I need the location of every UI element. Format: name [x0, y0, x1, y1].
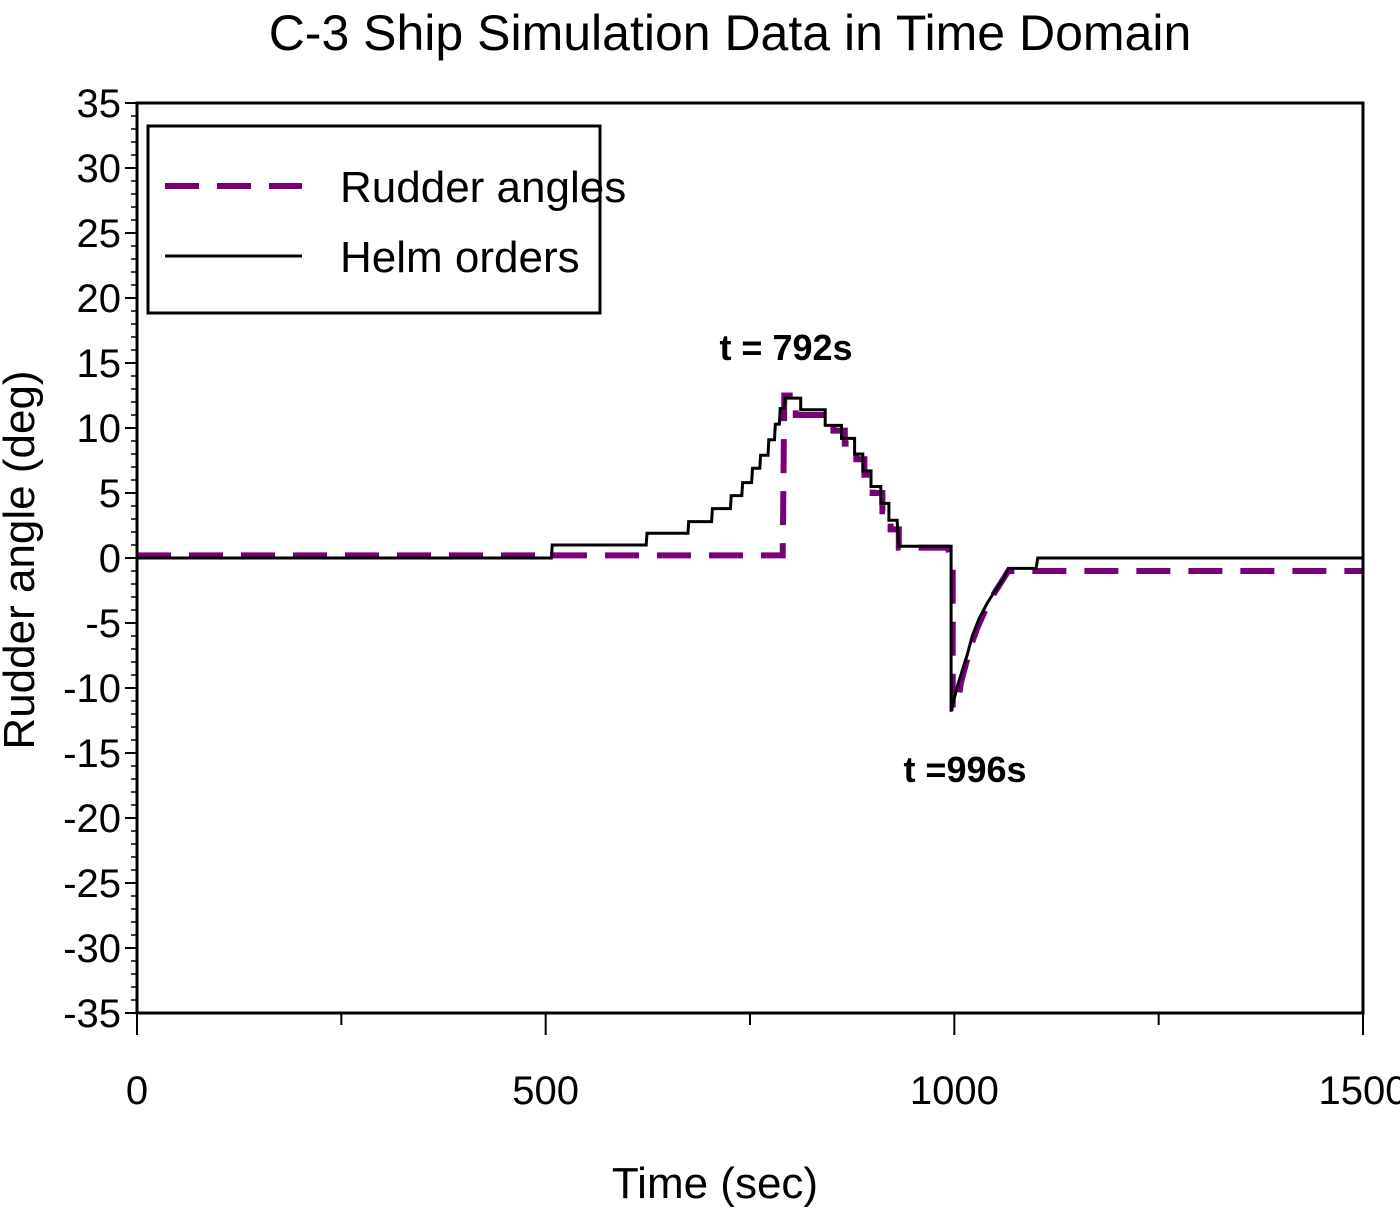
y-tick-label: -25	[63, 862, 121, 906]
y-tick-label: -10	[63, 667, 121, 711]
legend-label-helm-orders: Helm orders	[340, 233, 580, 282]
y-tick-label: 0	[99, 537, 121, 581]
x-axis-title: Time (sec)	[612, 1159, 818, 1208]
annotation-peak: t = 792s	[719, 327, 852, 368]
y-tick-label: 30	[77, 147, 122, 191]
y-tick-label: 20	[77, 277, 122, 321]
y-axis-title: Rudder angle (deg)	[0, 370, 44, 749]
y-tick-label: -30	[63, 927, 121, 971]
plot-frame	[135, 101, 1365, 1015]
x-tick-label: 500	[512, 1069, 579, 1113]
legend-label-rudder-angles: Rudder angles	[340, 163, 626, 212]
y-tick-label: -20	[63, 797, 121, 841]
y-tick-label: 15	[77, 342, 122, 386]
x-tick-label: 1000	[910, 1069, 999, 1113]
x-tick-label: 0	[126, 1069, 148, 1113]
y-tick-label: 25	[77, 212, 122, 256]
series-line-helm-orders	[137, 396, 1363, 712]
series-layer	[137, 392, 1363, 713]
y-tick-label: 5	[99, 472, 121, 516]
annotation-trough: t =996s	[903, 749, 1026, 790]
y-tick-label: 10	[77, 407, 122, 451]
y-tick-label: -35	[63, 992, 121, 1036]
y-tick-label: -15	[63, 732, 121, 776]
chart-title: C-3 Ship Simulation Data in Time Domain	[269, 5, 1192, 61]
legend-box	[146, 124, 602, 315]
x-tick-label: 1500	[1319, 1069, 1400, 1113]
y-tick-label: 35	[77, 82, 122, 126]
series-line-rudder-angles	[137, 392, 1363, 713]
legend: Rudder angles Helm orders	[146, 124, 626, 315]
y-tick-label: -5	[85, 602, 121, 646]
